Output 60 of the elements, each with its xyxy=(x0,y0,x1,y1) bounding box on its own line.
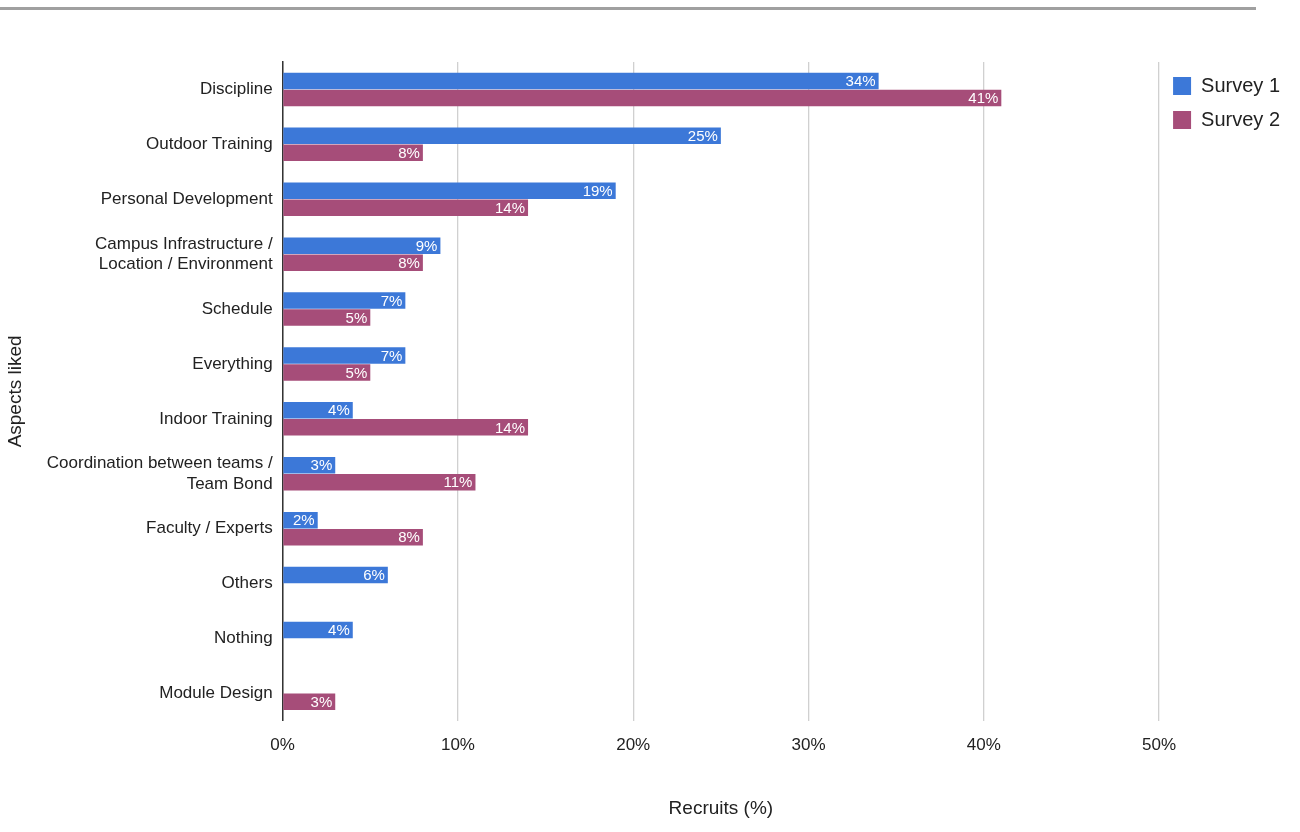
bar xyxy=(283,566,388,584)
data-label: 8% xyxy=(398,253,420,271)
data-label: 7% xyxy=(380,346,403,364)
bar xyxy=(283,364,371,381)
bar xyxy=(283,72,879,90)
data-label: 6% xyxy=(363,566,385,584)
x-tick-label: 10% xyxy=(440,734,475,754)
bar xyxy=(283,292,406,309)
bar xyxy=(283,528,423,546)
x-tick-label: 20% xyxy=(616,734,651,754)
y-tick-label: Schedule xyxy=(201,298,273,318)
y-tick-label: Others xyxy=(221,573,273,593)
x-tick-label: 0% xyxy=(270,734,295,754)
data-label: 34% xyxy=(845,72,876,90)
data-label: 4% xyxy=(328,621,350,639)
bar xyxy=(283,419,529,436)
y-tick-label: Indoor Training xyxy=(159,408,273,428)
y-tick-label: Module Design xyxy=(159,683,273,703)
bar xyxy=(283,89,1002,107)
data-label: 2% xyxy=(293,511,315,529)
x-tick-label: 30% xyxy=(791,734,826,754)
data-label: 25% xyxy=(687,126,718,144)
data-label: 8% xyxy=(398,144,420,161)
bar xyxy=(283,199,529,217)
bar xyxy=(283,402,353,419)
data-label: 11% xyxy=(443,473,473,491)
data-label: 14% xyxy=(495,418,526,436)
x-tick-label: 50% xyxy=(1142,734,1177,754)
bar xyxy=(283,347,406,364)
y-tick-label: Outdoor Training xyxy=(146,134,273,154)
y-tick-label: Coordination between teams / Team Bond xyxy=(46,453,273,493)
x-axis-title: Recruits (%) xyxy=(668,796,774,818)
y-axis-title: Aspects liked xyxy=(3,335,25,448)
bar xyxy=(283,309,371,326)
x-tick-label: 40% xyxy=(966,734,1001,754)
y-tick-label: Faculty / Experts xyxy=(146,518,273,538)
bar xyxy=(283,144,423,162)
data-label: 7% xyxy=(380,291,403,309)
legend-label: Survey 1 xyxy=(1201,73,1281,96)
data-label: 5% xyxy=(345,308,368,326)
y-tick-label: Nothing xyxy=(214,628,273,648)
bar xyxy=(283,237,441,254)
y-tick-label: Discipline xyxy=(199,79,273,99)
data-label: 5% xyxy=(345,363,368,381)
bar xyxy=(283,474,476,491)
data-label: 3% xyxy=(310,693,333,710)
bar xyxy=(283,254,423,271)
data-label: 14% xyxy=(495,198,526,216)
data-label: 8% xyxy=(398,528,420,546)
data-label: 4% xyxy=(328,401,350,419)
bar xyxy=(283,127,721,145)
data-label: 41% xyxy=(968,89,999,107)
y-tick-label: Personal Development xyxy=(100,188,273,208)
bar xyxy=(283,182,616,199)
legend-label: Survey 2 xyxy=(1201,107,1281,130)
data-label: 3% xyxy=(310,456,333,474)
data-label: 9% xyxy=(415,236,438,254)
data-label: 19% xyxy=(582,181,613,199)
y-tick-label: Everything xyxy=(192,353,273,373)
y-tick-label: Campus Infrastructure / Location / Environment xyxy=(95,233,273,274)
